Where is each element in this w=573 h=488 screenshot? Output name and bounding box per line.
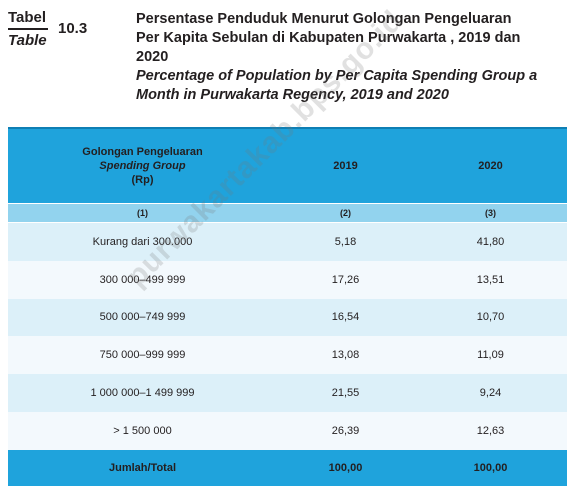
title-en-line2: Month in Purwakarta Regency, 2019 and 20… [136,87,449,103]
header-2019: 2019 [277,127,414,204]
table-title: Persentase Penduduk Menurut Golongan Pen… [136,10,566,105]
cell-group: Kurang dari 300.000 [8,222,277,261]
cell-2020: 10,70 [414,298,567,337]
data-table: Golongan Pengeluaran Spending Group (Rp)… [8,127,567,486]
cell-2020: 13,51 [414,260,567,299]
table-label: Tabel Table [8,9,48,50]
title-en-line1: Percentage of Population by Per Capita S… [136,68,538,84]
total-2020: 100,00 [414,449,567,486]
cell-2020: 11,09 [414,336,567,375]
cell-2020: 12,63 [414,411,567,450]
total-row: Jumlah/Total 100,00 100,00 [8,449,567,486]
cell-group: 750 000–999 999 [8,336,277,375]
col-number-1: (1) [8,203,277,223]
cell-2020: 9,24 [414,374,567,412]
cell-2019: 26,39 [277,411,414,450]
col-number-2: (2) [277,203,414,223]
label-divider [8,28,48,30]
cell-2019: 5,18 [277,222,414,261]
table-number: 10.3 [58,20,88,37]
cell-group: > 1 500 000 [8,411,277,450]
cell-2019: 17,26 [277,260,414,299]
table-row: 500 000–749 999 16,54 10,70 [8,298,567,337]
header-col1-en: Spending Group [99,160,186,172]
table-row: Kurang dari 300.000 5,18 41,80 [8,222,567,261]
header-spending-group: Golongan Pengeluaran Spending Group (Rp) [8,127,277,204]
header-2020: 2020 [414,127,567,204]
title-id-line1: Persentase Penduduk Menurut Golongan Pen… [136,11,512,27]
table-row: > 1 500 000 26,39 12,63 [8,411,567,450]
cell-2019: 13,08 [277,336,414,375]
total-2019: 100,00 [277,449,414,486]
header-col1-id: Golongan Pengeluaran [82,146,203,158]
title-id-line3: 2020 [136,49,169,65]
cell-2019: 16,54 [277,298,414,337]
cell-group: 300 000–499 999 [8,260,277,299]
table-row: 1 000 000–1 499 999 21,55 9,24 [8,374,567,412]
title-id-line2: Per Kapita Sebulan di Kabupaten Purwakar… [136,30,521,46]
cell-2019: 21,55 [277,374,414,412]
label-table: Table [8,32,47,49]
cell-2020: 41,80 [414,222,567,261]
header-col1-unit: (Rp) [131,174,154,186]
col-number-3: (3) [414,203,567,223]
column-number-row: (1) (2) (3) [8,203,567,223]
label-tabel: Tabel [8,9,47,26]
table-header-row: Golongan Pengeluaran Spending Group (Rp)… [8,127,567,204]
table-row: 300 000–499 999 17,26 13,51 [8,260,567,299]
cell-group: 1 000 000–1 499 999 [8,374,277,412]
table-row: 750 000–999 999 13,08 11,09 [8,336,567,375]
cell-group: 500 000–749 999 [8,298,277,337]
total-label: Jumlah/Total [8,449,277,486]
